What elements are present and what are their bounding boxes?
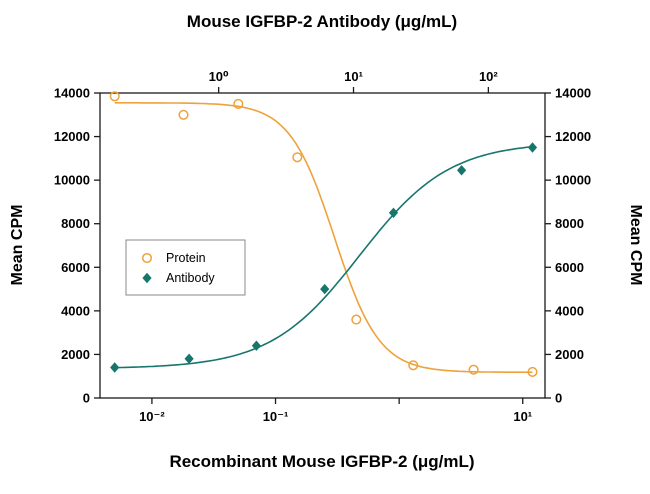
right-axis-title: Mean CPM — [627, 205, 644, 286]
legend-box — [125, 239, 246, 296]
y-right-tick-label: 2000 — [555, 347, 584, 362]
y-left-tick-label: 10000 — [54, 173, 90, 188]
y-left-tick-label: 2000 — [61, 347, 90, 362]
protein-data-point — [178, 109, 189, 120]
y-right-tick-label: 6000 — [555, 260, 584, 275]
antibody-data-point — [388, 207, 399, 218]
antibody-curve — [114, 145, 533, 369]
protein-data-point — [468, 364, 479, 375]
protein-data-point — [351, 314, 362, 325]
antibody-data-point — [110, 362, 120, 373]
left-axis-title: Mean CPM — [9, 205, 26, 286]
x-bottom-tick-label: 10¹ — [513, 409, 532, 424]
protein-data-point — [408, 360, 419, 371]
y-left-tick-label: 0 — [83, 391, 90, 406]
plot-area: 10⁻² 10⁻¹ 10¹ 10⁰ 10¹ 10² 0 0 2000 2000 4000 4000 60… — [54, 69, 591, 424]
antibody-diamond-icon — [142, 272, 152, 284]
protein-data-point — [233, 98, 244, 109]
y-right-tick-label: 12000 — [555, 129, 591, 144]
antibody-data-point — [251, 340, 261, 351]
protein-data-point — [109, 91, 120, 102]
y-left-tick-label: 8000 — [61, 216, 90, 231]
y-left-tick-label: 4000 — [61, 303, 90, 318]
legend-label-antibody: Antibody — [166, 271, 215, 285]
y-right-tick-label: 0 — [555, 391, 562, 406]
bottom-axis-title: Recombinant Mouse IGFBP-2 (μg/mL) — [169, 452, 474, 471]
y-left-tick-label: 14000 — [54, 86, 90, 101]
x-bottom-tick-label: 10⁻² — [139, 409, 165, 424]
legend-label-protein: Protein — [166, 251, 206, 265]
y-right-tick-label: 10000 — [555, 173, 591, 188]
protein-circle-icon — [141, 252, 153, 264]
y-right-tick-label: 4000 — [555, 303, 584, 318]
x-top-tick-label: 10² — [479, 69, 498, 84]
x-bottom-tick-label: 10⁻¹ — [263, 409, 289, 424]
y-left-tick-label: 6000 — [61, 260, 90, 275]
y-left-tick-label: 12000 — [54, 129, 90, 144]
plot-frame — [99, 92, 546, 399]
top-axis-title: Mouse IGFBP-2 Antibody (μg/mL) — [187, 12, 457, 31]
protein-data-point — [527, 366, 538, 377]
y-right-tick-label: 8000 — [555, 216, 584, 231]
antibody-data-point — [320, 283, 330, 295]
antibody-data-point — [184, 353, 194, 364]
protein-curve — [114, 102, 533, 374]
x-top-tick-label: 10⁰ — [209, 69, 229, 84]
antibody-data-point — [527, 142, 538, 153]
x-top-tick-label: 10¹ — [344, 69, 363, 84]
protein-data-point — [292, 152, 303, 163]
y-right-tick-label: 14000 — [555, 86, 591, 101]
legend: Protein Antibody — [125, 239, 246, 296]
antibody-data-point — [457, 165, 467, 176]
